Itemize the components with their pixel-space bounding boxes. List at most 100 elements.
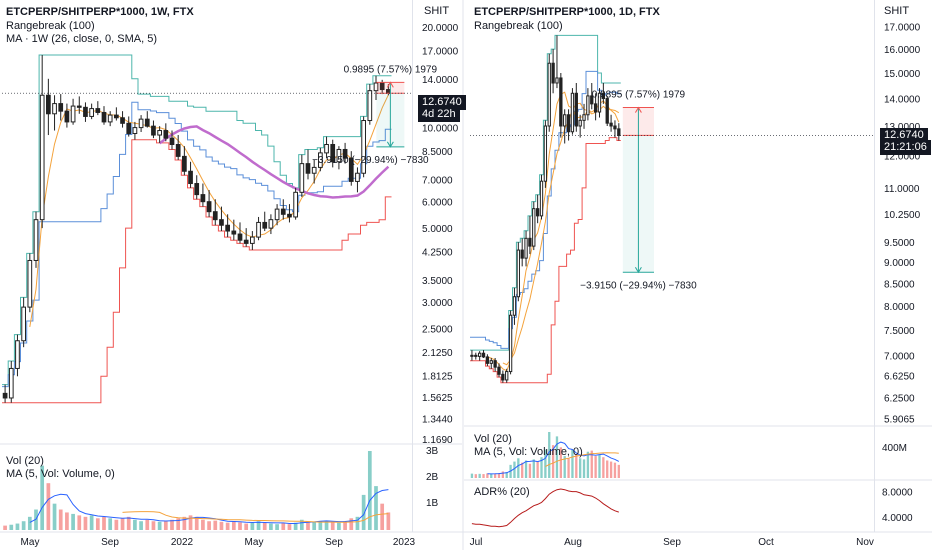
right-volume-bar (536, 461, 539, 478)
left-y-tick: 1.8125 (422, 371, 453, 382)
left-candle-body (107, 114, 113, 123)
right-volume-bar (571, 449, 574, 478)
left-x-tick: 2023 (393, 537, 416, 548)
left-volume-bar (287, 524, 292, 530)
left-volume-bar (65, 512, 69, 530)
left-y-tick: 8.5000 (422, 147, 453, 158)
left-y-tick: 4.2500 (422, 248, 453, 259)
left-volume-bar (361, 494, 366, 530)
left-volume-bar (330, 521, 335, 530)
left-candle-body (219, 219, 224, 226)
left-measure-up-label: 0.9895 (7.57%) 1979 (344, 64, 438, 75)
right-volume-bar (617, 464, 620, 478)
left-candle-body (21, 306, 26, 342)
right-x-tick: Aug (564, 537, 582, 548)
left-y-tick: 1.3440 (422, 415, 453, 426)
right-candle-body (512, 296, 517, 316)
right-candle-body (481, 352, 486, 358)
right-volume-bar (486, 473, 489, 478)
right-candle-body (605, 98, 609, 124)
right-y-tick: 5.9065 (884, 414, 915, 425)
left-y-tick: 17.0000 (422, 47, 459, 58)
left-volume-bar (386, 512, 391, 530)
right-volume-bar (602, 457, 605, 478)
left-volume-bar (374, 486, 378, 530)
right-volume-ma (487, 441, 620, 475)
left-volume-bar (27, 516, 32, 530)
left-volume-bar (21, 521, 26, 530)
left-volume-bar (40, 465, 45, 530)
left-y-tick: 1.1690 (422, 435, 453, 446)
left-candle-body (2, 392, 8, 399)
left-volume-bar (163, 521, 168, 530)
left-volume-bar (52, 503, 57, 530)
left-candle-body (305, 163, 311, 174)
left-volume-bar (71, 513, 75, 530)
right-volume-bar (548, 432, 551, 478)
right-volume-bar (497, 473, 501, 478)
left-volume-bar (139, 521, 143, 530)
left-candle-body (237, 233, 243, 241)
right-candle-body (590, 95, 594, 105)
left-candle-body (200, 194, 206, 203)
left-candle-body (126, 122, 132, 135)
right-y-tick: 9.5000 (884, 238, 915, 249)
right-candle-body (566, 114, 571, 133)
left-candle-body (188, 170, 193, 185)
right-measure-down-label: −3.9150 (−29.94%) −7830 (580, 280, 697, 291)
right-measure-arrowhead-up (634, 106, 642, 113)
right-candle-body (535, 208, 540, 217)
right-candle-body (574, 92, 578, 127)
right-y-tick: 14.0000 (884, 95, 921, 106)
left-y-tick: 14.0000 (422, 75, 459, 86)
right-y-tick: 17.0000 (884, 23, 921, 34)
left-candle-body (243, 239, 249, 244)
left-volume-bar (15, 523, 20, 530)
left-candle-body (361, 120, 366, 174)
right-volume-bar (474, 474, 477, 478)
right-candle-body (485, 356, 490, 364)
left-candle-body (27, 259, 33, 308)
right-volume-bar (517, 458, 520, 478)
right-volume-label: Vol (20) (474, 433, 512, 445)
left-volume-bar (114, 519, 119, 530)
right-volume-bar (613, 462, 617, 478)
right-volume-ma-slow (545, 452, 619, 468)
right-candle-body (508, 314, 513, 373)
left-candle-body (225, 224, 230, 232)
left-volume-bar (188, 515, 193, 530)
left-candle-body (64, 110, 70, 123)
left-volume-bar (225, 522, 230, 530)
right-adr-label: ADR% (20) (474, 486, 530, 498)
left-candle-body (355, 172, 360, 182)
left-volume-bar (244, 523, 249, 530)
left-indicator-ma: MA · 1W (26, close, 0, SMA, 5) (6, 33, 157, 45)
right-candle-body (559, 77, 563, 127)
right-volume-bar (555, 436, 559, 478)
left-volume-bar (102, 516, 106, 530)
left-volume-bar (349, 518, 354, 530)
left-volume-bar (176, 518, 181, 530)
right-volume-bar (598, 455, 601, 478)
right-volume-bar (493, 473, 497, 478)
left-y-tick: 6.0000 (422, 198, 453, 209)
left-candle-body (367, 90, 373, 122)
right-volume-bar (579, 458, 582, 478)
left-volume-bar (269, 523, 273, 530)
left-volume-bar (151, 521, 156, 530)
right-volume-bar (551, 445, 555, 478)
left-volume-bar (262, 522, 267, 530)
right-volume-bar (559, 447, 562, 478)
right-candle-body (520, 249, 524, 259)
left-rangebreak-upper (2, 54, 392, 386)
left-candle-body (114, 114, 119, 119)
left-volume-bar (89, 515, 94, 530)
right-volume-bar (524, 460, 528, 478)
left-y-tick: 7.0000 (422, 175, 453, 186)
left-candle-body (76, 105, 82, 108)
right-measure-up-label: 0.9895 (7.57%) 1979 (592, 90, 686, 101)
left-volume-tick: 3B (426, 446, 439, 457)
left-candle-body (268, 219, 274, 229)
left-rangebreak-mid (2, 101, 392, 388)
left-candle-body (274, 208, 280, 221)
